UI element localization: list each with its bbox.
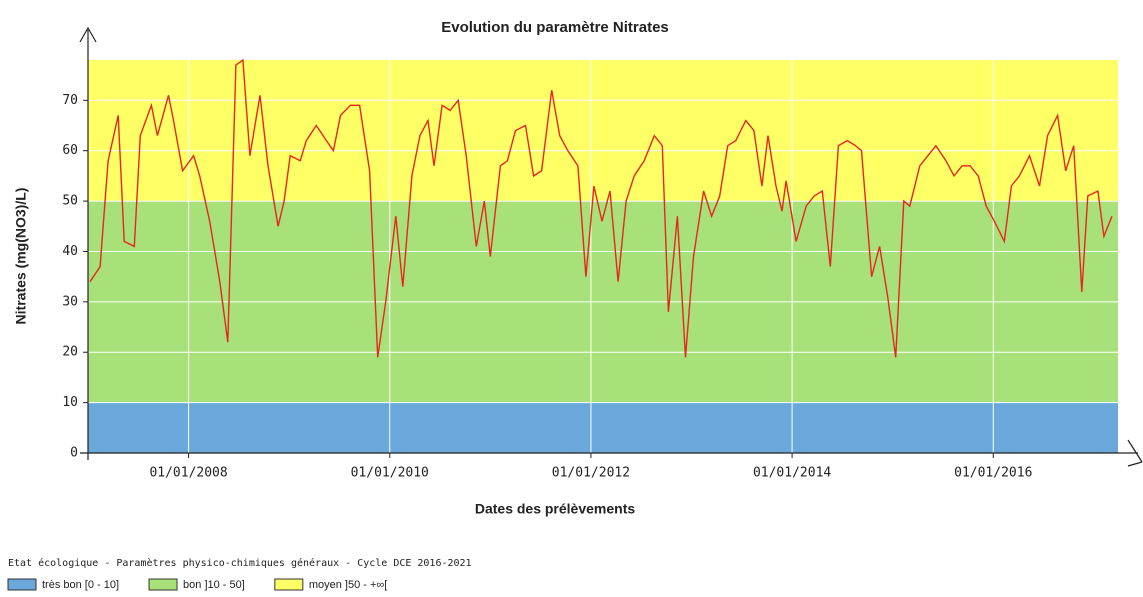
x-tick-label: 01/01/2008 — [149, 466, 227, 481]
x-axis-arrow — [80, 439, 1143, 467]
legend-swatch — [7, 578, 37, 591]
legend-label: très bon [0 - 10] — [42, 579, 119, 591]
y-tick-label: 10 — [62, 395, 78, 410]
y-tick-label: 60 — [62, 143, 78, 158]
legend-label: bon ]10 - 50] — [183, 579, 245, 591]
plot-area: 0 10 20 30 40 50 60 70 01/01/2008 01/01/2010 01/01… — [62, 58, 1118, 481]
legend-label: moyen ]50 - +∞[ — [309, 579, 387, 591]
band — [88, 402, 1118, 453]
x-tick-label: 01/01/2014 — [753, 466, 831, 481]
y-axis-label: Nitrates (mg(NO3)/L) — [13, 188, 29, 325]
y-axis-arrow — [79, 26, 97, 460]
x-tick-label: 01/01/2016 — [954, 466, 1032, 481]
y-tick-label: 0 — [70, 446, 78, 461]
chart-title: Evolution du paramètre Nitrates — [441, 19, 669, 36]
y-tick-label: 20 — [62, 345, 78, 360]
data-line — [89, 58, 1113, 358]
x-tick-label: 01/01/2010 — [351, 466, 429, 481]
y-tick-label: 30 — [62, 294, 78, 309]
legend-title: Etat écologique - Paramètres physico-chi… — [8, 557, 472, 569]
x-axis-label: Dates des prélèvements — [475, 501, 636, 517]
y-tick-label: 50 — [62, 194, 78, 209]
y-tick-label: 40 — [62, 244, 78, 259]
y-tick-label: 70 — [62, 93, 78, 108]
x-tick-label: 01/01/2012 — [552, 466, 630, 481]
legend-swatch — [148, 578, 178, 591]
legend-swatch — [274, 578, 304, 591]
band — [88, 60, 1118, 202]
